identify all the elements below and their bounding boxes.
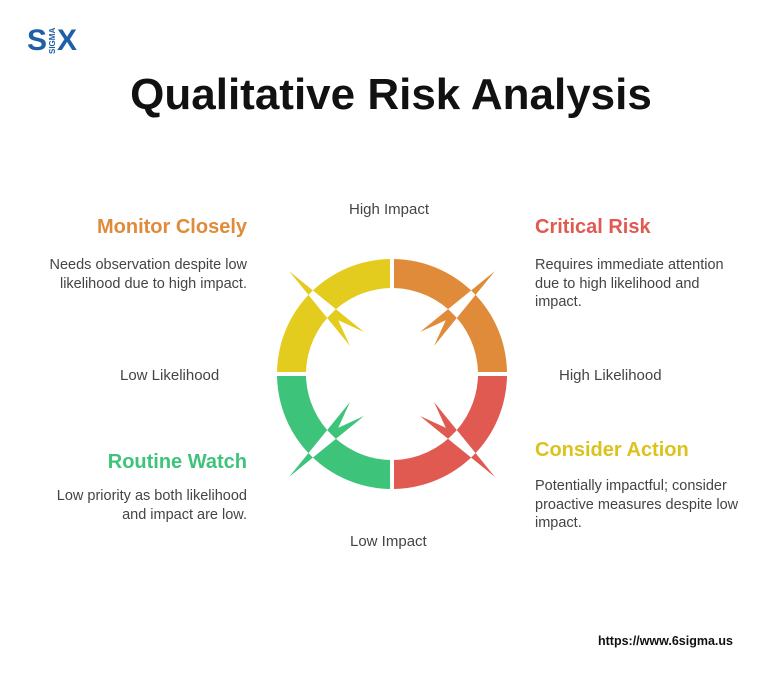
quadrant-title-routine-watch: Routine Watch [107,451,247,473]
quadrant-title-consider-action: Consider Action [535,439,689,461]
sixsigma-logo: S SIGMA X [27,24,87,58]
axis-label-low-likelihood: Low Likelihood [120,367,220,384]
quadrant-desc-monitor-closely: Needs observation despite low likelihood… [49,257,247,292]
footer-url[interactable]: https://www.6sigma.us [598,634,733,648]
quadrant-desc-routine-watch: Low priority as both likelihood and impa… [56,488,247,523]
segment-consider-action [394,376,507,489]
quadrant-desc-consider-action: Potentially impactful; consider proactiv… [535,478,739,531]
segment-monitor-closely [277,259,390,372]
axis-label-low-impact: Low Impact [350,533,427,550]
page-title: Qualitative Risk Analysis [130,70,652,119]
quadrant-desc-critical-risk: Requires immediate attention due to high… [535,257,724,310]
axis-label-high-impact: High Impact [349,201,430,218]
risk-cycle-diagram [277,259,507,489]
segment-routine-watch [277,376,390,489]
logo-letter-s: S [27,24,48,57]
axis-label-high-likelihood: High Likelihood [559,367,662,384]
quadrant-title-monitor-closely: Monitor Closely [96,216,247,238]
logo-letter-x: X [57,24,78,57]
quadrant-title-critical-risk: Critical Risk [535,216,651,238]
segment-critical-risk [394,259,507,372]
